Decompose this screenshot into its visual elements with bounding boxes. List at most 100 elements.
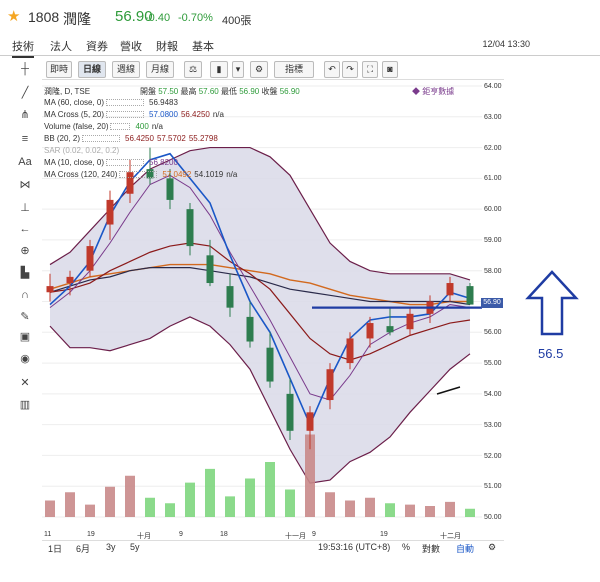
bollinger-lower-line — [49, 316, 471, 484]
legend-row[interactable]: MA Cross (120, 240) 57.0492 54.1019 n/a — [44, 170, 237, 179]
price-change-percent: -0.70% — [178, 12, 213, 24]
measure-icon[interactable]: ⊥ — [20, 202, 30, 214]
percent-toggle[interactable]: % — [402, 542, 411, 552]
legend-row[interactable]: MA (60, close, 0) 56.9483 — [44, 98, 178, 107]
y-tick-label: 56.00 — [484, 329, 502, 337]
settings-gear-icon[interactable]: ⚙ — [488, 542, 497, 552]
legend-value: 55.2798 — [188, 134, 218, 143]
tab-revenue[interactable]: 營收 — [120, 41, 142, 53]
chart-canvas[interactable] — [42, 82, 482, 530]
legend-label: Volume (false, 20) — [44, 122, 109, 131]
ma10-line — [49, 174, 471, 401]
camera-icon[interactable]: ◙ — [382, 61, 398, 78]
candle-body — [386, 326, 394, 333]
x-tick-label: 19 — [87, 531, 95, 538]
monthly-button[interactable]: 月線 — [146, 61, 174, 78]
ruler-icon[interactable]: ▙ — [20, 267, 30, 279]
crosshair-icon[interactable]: ┼ — [21, 63, 29, 75]
weekly-button[interactable]: 週線 — [112, 61, 140, 78]
range-5y-button[interactable]: 5y — [130, 542, 140, 552]
zoom-icon[interactable]: ⊕ — [20, 245, 30, 257]
candle-body — [86, 246, 94, 271]
tab-basic[interactable]: 基本 — [192, 41, 214, 53]
volume-bar — [345, 500, 355, 517]
tab-margin[interactable]: 資券 — [86, 41, 108, 53]
candle-style-icon[interactable]: ▮ — [210, 61, 228, 78]
tools-icon[interactable]: ✕ — [20, 377, 30, 389]
stock-name: 潤隆 — [63, 11, 91, 27]
candle-body — [66, 276, 74, 284]
bollinger-band-fill — [50, 147, 470, 484]
price-change: -0.40 — [145, 12, 171, 24]
legend-row[interactable]: SAR (0.02, 0.02, 0.2) — [44, 146, 119, 155]
pattern-icon[interactable]: ⋈ — [19, 179, 31, 191]
tab-institutional[interactable]: 法人 — [50, 41, 72, 53]
volume-bar — [325, 492, 335, 517]
candle-body — [206, 255, 214, 284]
fullscreen-icon[interactable]: ⛶ — [362, 61, 378, 78]
candle-body — [146, 169, 154, 179]
trendline-icon[interactable]: ╱ — [21, 87, 29, 99]
realtime-button[interactable]: 即時 — [46, 61, 72, 78]
trash-icon[interactable]: ▥ — [19, 399, 31, 411]
candle-body — [246, 316, 254, 342]
undo-icon[interactable]: ↶ — [324, 61, 340, 78]
legend-value: 56.4250 — [125, 134, 154, 143]
volume-bar — [165, 503, 175, 517]
y-tick-label: 63.00 — [484, 113, 502, 121]
legend-row[interactable]: Volume (false, 20) 400 n/a — [44, 122, 163, 131]
tab-financials[interactable]: 財報 — [156, 41, 178, 53]
legend-value: 57.0492 — [162, 170, 192, 179]
legend-label: SAR (0.02, 0.02, 0.2) — [44, 146, 120, 155]
arrow-left-icon[interactable]: ← — [19, 223, 31, 235]
eye-icon[interactable]: ◉ — [20, 353, 30, 365]
tab-technical[interactable]: 技術 — [12, 38, 34, 58]
pitchfork-icon[interactable]: ⋔ — [20, 109, 30, 121]
candle-body — [226, 286, 234, 308]
legend-value: n/a — [151, 122, 163, 131]
ma120-line — [49, 263, 470, 306]
magnet-icon[interactable]: ∩ — [21, 289, 29, 301]
volume-bar — [185, 482, 195, 517]
legend-symbol: 潤隆, D, TSE — [44, 87, 91, 96]
volume-bar — [305, 434, 315, 517]
quote-header: ★ 1808 潤隆 56.90 -0.40 -0.70% 400張 — [0, 0, 600, 34]
lock-icon[interactable]: ▣ — [19, 331, 31, 343]
text-tool-icon[interactable]: Aa — [18, 156, 32, 168]
auto-toggle[interactable]: 自動 — [456, 544, 475, 554]
compare-icon[interactable]: ⚖ — [184, 61, 202, 78]
redo-icon[interactable]: ↷ — [342, 61, 358, 78]
legend-row[interactable]: MA (10, close, 0) 56.8200 — [44, 158, 178, 167]
ma5-line — [49, 152, 471, 427]
log-toggle[interactable]: 對數 — [422, 544, 441, 554]
legend-row[interactable]: MA Cross (5, 20) 57.0800 56.4250 n/a — [44, 110, 224, 119]
price-chart[interactable] — [42, 82, 504, 530]
fib-icon[interactable]: ≡ — [21, 133, 29, 145]
legend-value: 56.8200 — [149, 158, 178, 167]
range-1d-button[interactable]: 1日 — [48, 544, 63, 554]
favorite-star-icon[interactable]: ★ — [7, 8, 21, 25]
time-axis[interactable]: 11 19 十月 9 18 十一月 9 19 十二月 — [42, 530, 482, 540]
gear-icon[interactable]: ⚙ — [250, 61, 268, 78]
legend-row[interactable]: BB (20, 2) 56.4250 57.5702 55.2798 — [44, 134, 218, 143]
last-price: 56.90 — [115, 8, 153, 25]
chart-toolbar: 即時 日線 週線 月線 ⚖ ▮ ▾ ⚙ 指標 ↶ ↷ ⛶ ◙ — [42, 60, 504, 80]
daily-button[interactable]: 日線 — [78, 61, 106, 78]
x-tick-label: 18 — [220, 531, 228, 538]
volume-bar — [245, 478, 255, 517]
low-label: 最低 — [221, 87, 237, 96]
y-tick-label: 61.00 — [484, 175, 502, 183]
pencil-icon[interactable]: ✎ — [20, 311, 30, 323]
candle-body — [166, 178, 174, 200]
chevron-down-icon[interactable]: ▾ — [232, 61, 244, 78]
ohlc-legend: 開盤 57.50 最高 57.60 最低 56.90 收盤 56.90 — [140, 86, 300, 97]
x-tick-label: 十二月 — [440, 533, 461, 540]
volume-bar — [365, 497, 375, 517]
provider-logo: ◆ 鉅亨數據 — [412, 87, 455, 96]
indicators-button[interactable]: 指標 — [274, 61, 314, 78]
candle-body — [46, 286, 54, 293]
range-6m-button[interactable]: 6月 — [76, 544, 91, 554]
y-tick-label: 58.00 — [484, 267, 502, 275]
volume-bar — [425, 506, 435, 517]
range-3y-button[interactable]: 3y — [106, 542, 116, 552]
